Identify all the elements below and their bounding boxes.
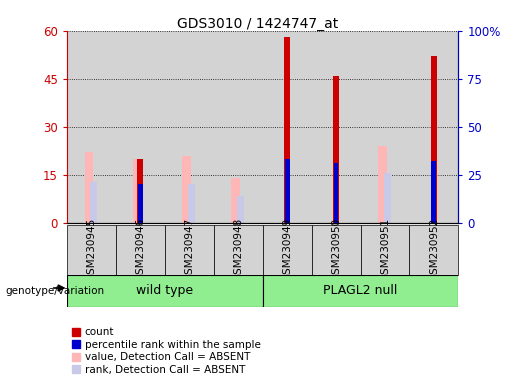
Text: PLAGL2 null: PLAGL2 null (323, 285, 398, 297)
Text: genotype/variation: genotype/variation (5, 286, 104, 296)
Text: GSM230947: GSM230947 (184, 218, 194, 281)
Bar (263, 31, 312, 223)
Bar (333, 76, 339, 223)
Text: GSM230946: GSM230946 (135, 218, 145, 281)
FancyBboxPatch shape (67, 225, 116, 275)
Text: GSM230950: GSM230950 (331, 218, 341, 281)
Text: GSM230949: GSM230949 (282, 218, 292, 281)
Text: GSM230952: GSM230952 (429, 218, 439, 281)
FancyBboxPatch shape (214, 225, 263, 275)
Bar (84, 152, 93, 223)
FancyBboxPatch shape (409, 225, 458, 275)
Text: GSM230945: GSM230945 (87, 218, 96, 281)
Bar (133, 159, 142, 223)
FancyBboxPatch shape (312, 225, 360, 275)
Bar (67, 31, 116, 223)
Bar (91, 182, 97, 223)
FancyBboxPatch shape (263, 225, 312, 275)
Bar (231, 178, 240, 223)
FancyBboxPatch shape (263, 275, 458, 306)
FancyBboxPatch shape (165, 225, 214, 275)
FancyBboxPatch shape (67, 275, 263, 306)
FancyBboxPatch shape (116, 225, 165, 275)
Bar (138, 159, 143, 223)
Bar (378, 146, 387, 223)
Bar (182, 156, 191, 223)
FancyBboxPatch shape (360, 225, 409, 275)
Text: GDS3010 / 1424747_at: GDS3010 / 1424747_at (177, 17, 338, 31)
Bar (188, 184, 195, 223)
Bar (116, 31, 165, 223)
Bar (409, 31, 458, 223)
Bar (285, 159, 289, 223)
Bar (431, 56, 437, 223)
Bar (312, 31, 360, 223)
Text: GSM230948: GSM230948 (233, 218, 243, 281)
Bar (165, 31, 214, 223)
Text: GSM230951: GSM230951 (380, 218, 390, 281)
Bar (237, 196, 244, 223)
Bar (432, 161, 436, 223)
Bar (384, 173, 391, 223)
Bar (138, 184, 143, 223)
Text: wild type: wild type (136, 285, 193, 297)
Legend: count, percentile rank within the sample, value, Detection Call = ABSENT, rank, : count, percentile rank within the sample… (72, 327, 261, 375)
Bar (360, 31, 409, 223)
Bar (284, 37, 290, 223)
Bar (214, 31, 263, 223)
Bar (334, 163, 338, 223)
